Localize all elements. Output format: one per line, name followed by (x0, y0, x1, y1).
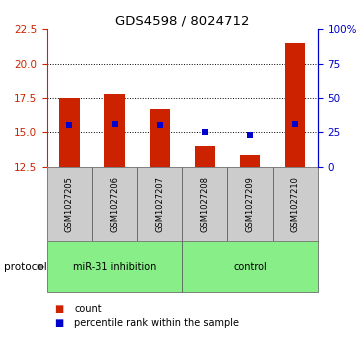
Text: GSM1027206: GSM1027206 (110, 176, 119, 232)
Bar (59, 98, 80, 167)
Point (157, 122, 162, 128)
Bar (104, 94, 125, 167)
Bar (285, 43, 305, 167)
Bar (195, 146, 215, 167)
Text: percentile rank within the sample: percentile rank within the sample (74, 318, 239, 328)
Bar (273, 167, 318, 241)
Bar (240, 155, 260, 167)
Text: GSM1027208: GSM1027208 (200, 176, 209, 232)
Text: GSM1027210: GSM1027210 (291, 176, 300, 232)
Text: protocol: protocol (4, 262, 46, 272)
Text: count: count (74, 303, 102, 314)
Point (67, 122, 73, 128)
Bar (92, 167, 137, 241)
Bar (149, 109, 170, 167)
Bar (47, 167, 92, 241)
Text: GSM1027205: GSM1027205 (65, 176, 74, 232)
Point (112, 121, 118, 127)
Point (292, 121, 298, 126)
Point (247, 132, 253, 138)
Point (202, 130, 208, 135)
Text: GSM1027209: GSM1027209 (245, 176, 255, 232)
Bar (182, 167, 227, 241)
Bar (137, 167, 182, 241)
Text: ■: ■ (54, 318, 64, 328)
Text: miR-31 inhibition: miR-31 inhibition (73, 262, 156, 272)
Bar (182, 241, 318, 292)
Bar (47, 241, 182, 292)
Text: GSM1027207: GSM1027207 (155, 176, 164, 232)
Title: GDS4598 / 8024712: GDS4598 / 8024712 (115, 15, 249, 28)
Text: control: control (233, 262, 267, 272)
Bar (227, 167, 273, 241)
Text: ■: ■ (54, 303, 64, 314)
